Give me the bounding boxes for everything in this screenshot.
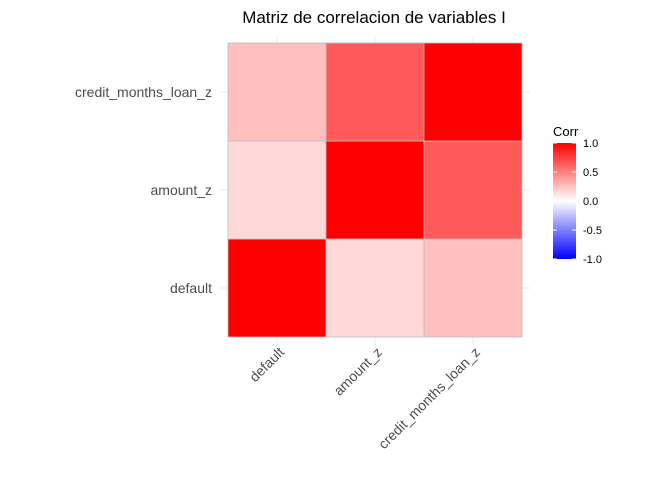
y-tick-label: default [170, 280, 212, 296]
heatmap-cell-amount-z-amount-z [325, 140, 425, 240]
x-tick-label: credit_months_loan_z [375, 344, 483, 452]
heatmap-cell-credit-months-loan-z-amount-z [325, 42, 425, 142]
heatmap-cell-default-amount-z [325, 238, 425, 338]
y-tick-label: credit_months_loan_z [75, 84, 212, 100]
legend-tick-label: 0.0 [583, 196, 598, 208]
x-tick-label: amount_z [330, 344, 385, 399]
heatmap-cell-default-credit-months-loan-z [423, 238, 523, 338]
chart-title: Matriz de correlacion de variables I [242, 8, 506, 27]
heatmap-cell-credit-months-loan-z-default [227, 42, 327, 142]
legend-tick-label: 0.5 [583, 167, 598, 179]
heatmap-cell-amount-z-default [227, 140, 327, 240]
heatmap-tiles [227, 42, 523, 338]
color-legend: Corr 1.0 0.5 0.0 -0.5 -1.0 [553, 124, 602, 266]
heatmap-cell-amount-z-credit-months-loan-z [423, 140, 523, 240]
y-axis-labels: default amount_z credit_months_loan_z [75, 84, 212, 296]
heatmap-cell-credit-months-loan-z-credit-months-loan-z [423, 42, 523, 142]
x-tick-label: default [246, 344, 287, 385]
legend-colorbar [553, 143, 576, 259]
legend-tick-label: 1.0 [583, 138, 598, 150]
legend-tick-label: -0.5 [583, 225, 602, 237]
heatmap-cell-default-default [227, 238, 327, 338]
legend-tick-label: -1.0 [583, 254, 602, 266]
y-tick-label: amount_z [151, 182, 212, 198]
legend-title: Corr [553, 124, 579, 139]
